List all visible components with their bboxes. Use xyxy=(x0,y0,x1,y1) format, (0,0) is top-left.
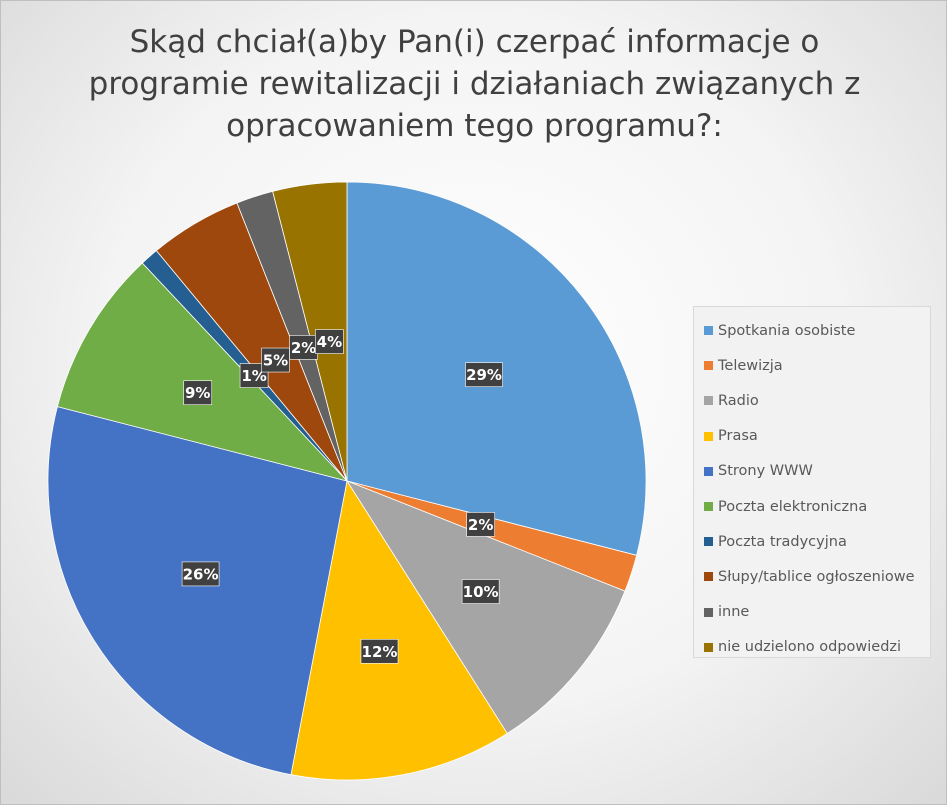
data-label-box-0 xyxy=(465,362,503,388)
data-label-0: 29% xyxy=(465,362,503,388)
legend-swatch-8 xyxy=(704,607,713,617)
legend-swatch-6 xyxy=(704,537,713,547)
data-label-text-7: 5% xyxy=(263,352,288,370)
data-label-box-7 xyxy=(261,347,290,373)
data-label-3: 12% xyxy=(360,639,399,664)
legend-item-9: nie udzielono odpowiedzi xyxy=(704,630,930,665)
legend-item-5: Poczta elektroniczna xyxy=(704,489,930,524)
pie-slice-2 xyxy=(346,480,626,735)
legend-label-8: inne xyxy=(718,604,750,621)
data-label-4: 26% xyxy=(181,561,220,587)
data-label-9: 4% xyxy=(315,329,344,354)
data-label-2: 10% xyxy=(461,579,500,604)
data-label-text-0: 29% xyxy=(466,366,502,384)
data-label-text-3: 12% xyxy=(362,643,398,661)
chart-title-line-3: opracowaniem tego programu?: xyxy=(226,108,723,144)
chart-title: Skąd chciał(a)by Pan(i) czerpać informac… xyxy=(61,21,888,147)
legend-label-9: nie udzielono odpowiedzi xyxy=(718,639,902,656)
legend-label-1: Telewizja xyxy=(718,357,783,374)
legend-swatch-1 xyxy=(704,361,713,371)
chart-title-line-2: programie rewitalizacji i działaniach zw… xyxy=(88,66,861,102)
legend-item-2: Radio xyxy=(704,383,930,418)
legend-label-5: Poczta elektroniczna xyxy=(718,498,868,515)
data-label-1: 2% xyxy=(466,512,495,537)
legend-label-6: Poczta tradycyjna xyxy=(718,533,847,550)
legend-swatch-2 xyxy=(704,396,713,406)
data-label-box-8 xyxy=(289,335,318,360)
data-label-box-2 xyxy=(461,579,500,604)
data-label-text-6: 1% xyxy=(241,367,266,385)
data-label-8: 2% xyxy=(289,335,318,360)
pie-slice-3 xyxy=(290,479,508,781)
data-label-box-3 xyxy=(360,639,399,664)
legend-swatch-5 xyxy=(704,502,713,512)
legend-item-0: Spotkania osobiste xyxy=(704,313,930,348)
legend-swatch-7 xyxy=(704,572,713,582)
data-label-text-5: 9% xyxy=(185,384,210,402)
data-label-text-9: 4% xyxy=(317,333,342,351)
legend-item-6: Poczta tradycyjna xyxy=(704,524,930,559)
pie-slice-5 xyxy=(56,262,349,482)
legend-label-0: Spotkania osobiste xyxy=(718,322,856,339)
legend-label-7: Słupy/tablice ogłoszeniowe xyxy=(718,568,915,585)
pie-slice-4 xyxy=(47,406,348,776)
data-label-text-4: 26% xyxy=(183,565,219,583)
legend-label-2: Radio xyxy=(718,392,759,409)
legend-swatch-0 xyxy=(704,326,713,336)
legend-label-3: Prasa xyxy=(718,428,758,445)
legend-swatch-4 xyxy=(704,466,713,476)
legend-item-8: inne xyxy=(704,595,930,630)
data-label-text-8: 2% xyxy=(291,339,316,357)
legend-item-3: Prasa xyxy=(704,419,930,454)
data-label-text-2: 10% xyxy=(463,583,499,601)
chart-legend: Spotkania osobiste Telewizja Radio Prasa Str… xyxy=(693,306,931,658)
chart-title-line-1: Skąd chciał(a)by Pan(i) czerpać informac… xyxy=(129,24,820,60)
pie-slice-9 xyxy=(272,181,348,482)
data-label-box-1 xyxy=(466,512,495,537)
data-label-5: 9% xyxy=(183,380,213,406)
legend-item-4: Strony WWW xyxy=(704,454,930,489)
legend-swatch-3 xyxy=(704,431,713,441)
data-label-box-5 xyxy=(183,380,213,406)
legend-label-4: Strony WWW xyxy=(718,463,813,480)
legend-item-1: Telewizja xyxy=(704,348,930,383)
data-label-box-4 xyxy=(181,561,220,587)
legend-swatch-9 xyxy=(704,642,713,652)
data-label-box-9 xyxy=(315,329,344,354)
data-label-6: 1% xyxy=(239,363,269,388)
legend-item-7: Słupy/tablice ogłoszeniowe xyxy=(704,559,930,594)
data-label-7: 5% xyxy=(261,347,290,373)
data-label-text-1: 2% xyxy=(468,516,493,534)
